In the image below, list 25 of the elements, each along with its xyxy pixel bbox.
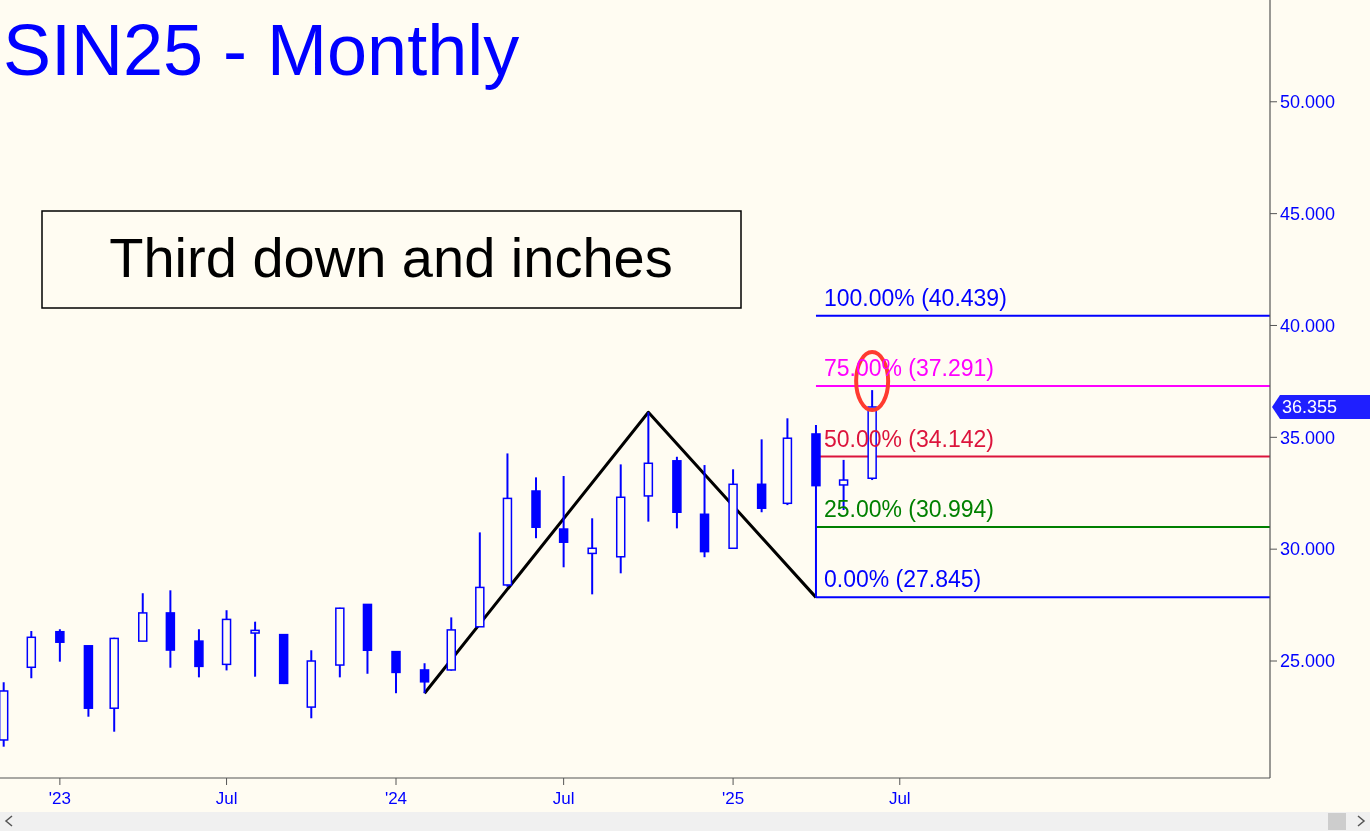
y-tick-label: 30.000	[1280, 539, 1336, 560]
ref-line-label: 25.00% (30.994)	[823, 495, 995, 522]
candlestick	[756, 438, 767, 514]
y-tick-label: 25.000	[1280, 651, 1336, 672]
chart-title: SIN25 - Monthly	[3, 10, 520, 90]
ref-line-label: 100.00% (40.439)	[823, 284, 1007, 311]
candlestick	[55, 628, 65, 663]
text: 36.355	[1282, 397, 1338, 418]
y-tick-label: 45.000	[1280, 203, 1336, 224]
candlestick	[587, 517, 597, 596]
candlestick	[419, 662, 430, 695]
y-tick-label: 35.000	[1280, 427, 1336, 448]
annotation: Third down and inches	[109, 226, 673, 289]
x-tick-label: '23	[48, 789, 71, 808]
candlestick	[250, 620, 260, 678]
x-tick-label: '24	[384, 789, 408, 808]
y-tick-label: 40.000	[1280, 315, 1336, 336]
candlestick	[558, 475, 569, 569]
ref-line-label: 0.00% (27.845)	[823, 566, 982, 593]
y-tick-label: 50.000	[1280, 92, 1336, 113]
x-tick-label: Jul	[888, 789, 911, 808]
x-tick-label: '25	[722, 789, 745, 808]
x-tick-label: Jul	[552, 789, 575, 808]
x-tick-label: Jul	[215, 789, 238, 808]
candlestick	[391, 650, 401, 695]
